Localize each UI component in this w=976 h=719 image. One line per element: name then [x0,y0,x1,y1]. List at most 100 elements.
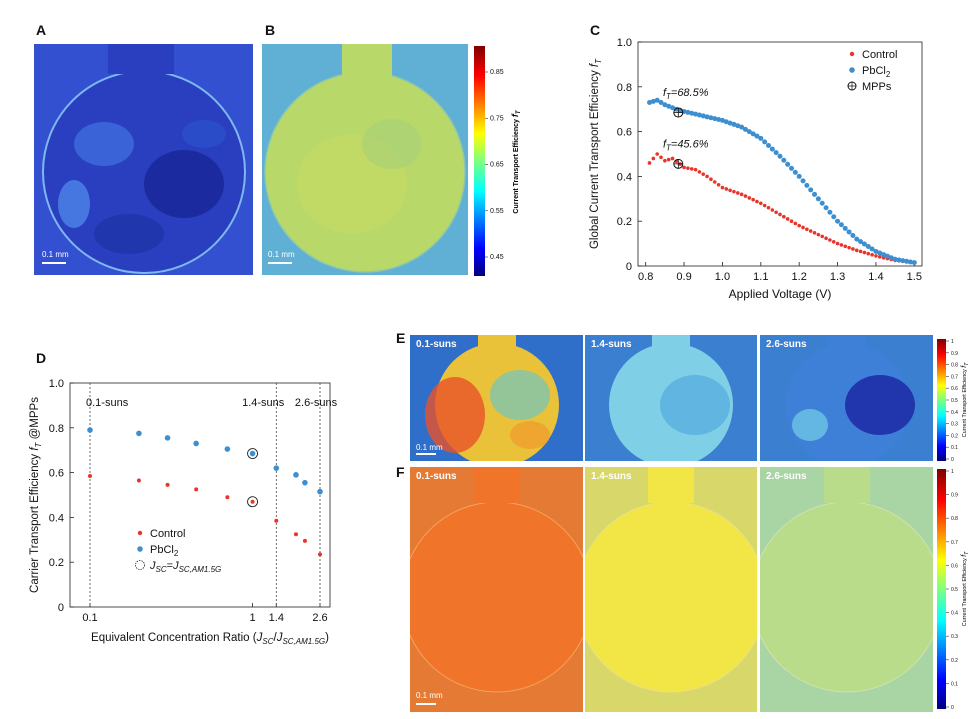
chart-d-point-control [274,518,279,523]
colorbar-tick-label: 0.8 [951,516,958,522]
map-e1-graphic [410,335,583,461]
chart-c-point-control [851,247,855,251]
chart-c-point-control [697,170,702,174]
colorbar-f-title: Current Transport Efficiency fT [961,551,970,627]
colorbar-tick-label: 0.8 [951,363,958,369]
panel-label-a: A [36,22,47,38]
chart-c-annotation: fT=45.6% [663,138,709,152]
efficiency-map-b: 0.1 mm [262,44,468,275]
colorbar-tick-label: 1 [951,469,954,475]
chart-c-point-pbcl2 [735,123,741,129]
chart-c-point-control [812,231,817,235]
chart-c-point-pbcl2 [888,255,894,261]
chart-c-point-control [805,227,809,232]
chart-c-ytick-label: 0.4 [617,171,632,183]
colorbar-tick-label: 1 [951,339,954,345]
colorbar-tick-label: 0.9 [951,351,958,357]
suns-label-f-1: 0.1-suns [416,471,457,482]
chart-d-point-pbcl2 [224,446,231,452]
chart-d-point-pbcl2 [164,435,171,441]
chart-c-point-control [747,196,752,200]
chart-c-legend-marker-pbcl2 [849,67,855,73]
colorbar-tick-label: 0.6 [951,563,958,569]
chart-d-xtick-label: 1.4 [269,612,284,624]
chart-d-ytick-label: 0.8 [49,423,64,435]
chart-c-point-pbcl2 [881,252,887,258]
chart-d-xlabel: Equivalent Concentration Ratio (JSC/JSC,… [91,632,329,646]
chart-c-point-control [858,249,863,254]
map-b-graphic [262,44,468,275]
chart-c-legend-pbcl2: PbCl2 [862,65,891,79]
chart-d-point-pbcl2 [302,479,308,486]
chart-c-point-pbcl2 [858,239,864,245]
chart-d-point-control [293,532,298,537]
colorbar-tick-label: 0 [951,457,954,463]
panel-label-f: F [396,464,405,480]
chart-c-xtick-label: 1.2 [792,271,807,283]
chart-d-point-control [318,552,322,557]
chart-c-point-pbcl2 [808,187,814,193]
chart-d-point-control [88,473,92,478]
chart-c-point-pbcl2 [700,113,706,119]
chart-c-point-pbcl2 [685,109,691,115]
chart-c-point-pbcl2 [723,119,729,125]
colorbar-tick-label: 0.2 [951,658,958,664]
colorbar-tick-label: 0.5 [951,587,958,593]
chart-c-point-pbcl2 [804,182,810,188]
chart-c: 0.8 0.9 1.0 1.1 1.2 1.3 1.4 1.5 0 0.2 0.4 0.6 0.8 1.0… [589,37,923,301]
chart-c-point-control [782,214,786,219]
chart-d-legend-marker-pbcl2 [137,546,143,552]
chart-c-point-control [647,161,652,165]
chart-c-xtick-label: 0.9 [676,271,691,283]
chart-c-xtick-label: 1.5 [907,271,922,283]
chart-c-point-pbcl2 [719,117,725,123]
chart-d-legend-marker-control [137,530,143,536]
chart-c-point-pbcl2 [900,258,906,264]
chart-d: 0.1 1 1.4 2.6 0 0.2 0.4 0.6 0.8 1.0 0.1-suns 1.4-su… [29,378,338,646]
chart-c-point-pbcl2 [650,98,656,104]
efficiency-map-f-3: 2.6-suns [760,467,933,712]
colorbar-f-gradient [937,469,946,709]
chart-c-point-pbcl2 [861,241,867,247]
chart-c-point-pbcl2 [739,124,745,130]
chart-c-point-control [701,172,706,176]
chart-c-point-control [785,217,790,221]
panel-label-d: D [36,350,47,366]
chart-c-point-control [820,234,825,239]
chart-c-point-pbcl2 [846,229,852,235]
chart-c-point-control [839,243,844,247]
colorbar-tick-label: 0.7 [951,374,958,380]
chart-d-ytick-label: 1.0 [49,378,64,390]
chart-c-point-control [689,167,694,171]
chart-c-point-control [874,254,878,258]
chart-c-point-pbcl2 [731,121,737,127]
colorbar-e-title: Current Transport Efficiency fT [961,362,970,438]
colorbar-tick-label: 0 [951,705,954,711]
chart-c-ytick-label: 0 [626,261,632,273]
chart-c-point-control [659,155,663,160]
chart-c-point-control [762,203,767,208]
chart-c-point-pbcl2 [670,105,676,111]
efficiency-map-e-3: 2.6-suns [760,335,933,461]
chart-d-point-control [225,495,230,500]
chart-d-point-pbcl2 [136,430,142,437]
chart-c-ytick-label: 0.2 [617,216,632,228]
chart-c-ytick-label: 0.8 [617,82,632,94]
chart-c-point-pbcl2 [865,244,871,250]
map-f3-graphic [760,467,933,712]
chart-d-legend-marker-mpp [135,560,145,570]
chart-d-point-control [302,538,307,543]
chart-c-point-pbcl2 [850,233,856,239]
chart-c-point-pbcl2 [758,135,764,141]
chart-c-ytick-label: 0.6 [617,127,632,139]
chart-c-point-control [828,238,832,242]
chart-c-point-control [693,167,698,172]
chart-c-point-control [743,194,748,198]
panel-label-b: B [265,22,276,38]
chart-d-ytick-label: 0 [58,602,64,614]
suns-label-f-2: 1.4-suns [591,471,632,482]
chart-d-point-pbcl2 [193,440,199,447]
chart-c-point-control [712,180,717,184]
scale-bar-a [42,262,66,264]
chart-c-point-pbcl2 [654,97,660,103]
